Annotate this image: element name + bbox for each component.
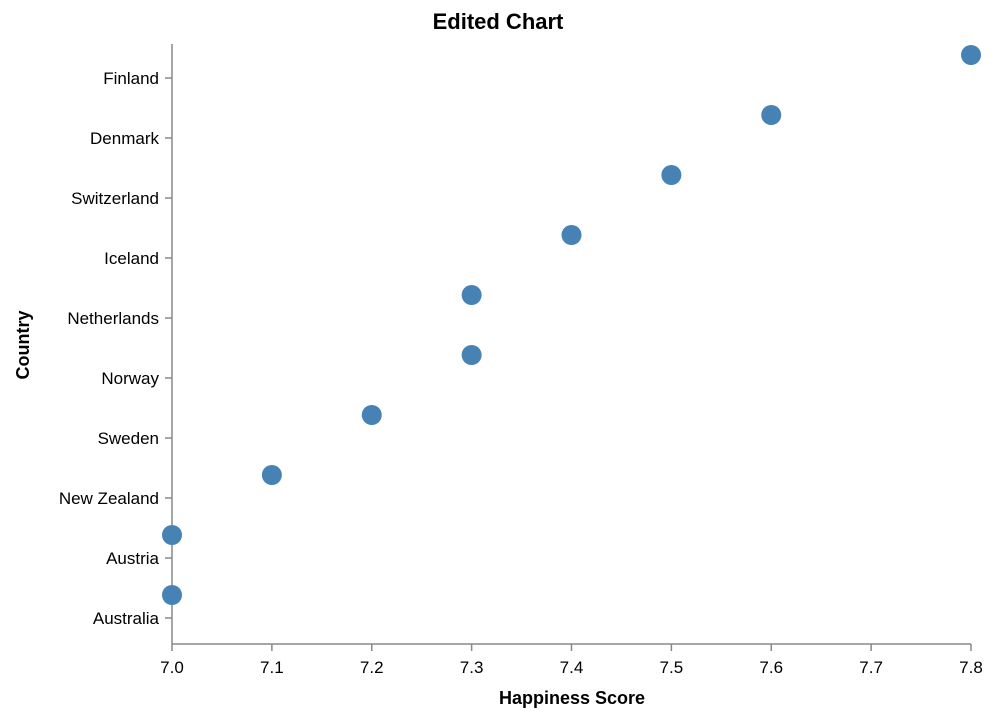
data-point-australia [162,585,182,605]
x-tick-label: 7.7 [859,658,883,677]
data-point-switzerland [661,165,682,185]
data-point-iceland [561,225,582,245]
x-tick-label: 7.1 [260,658,284,677]
y-axis-title: Country [13,311,33,380]
y-tick-label: Australia [93,609,160,628]
x-axis-title: Happiness Score [499,688,645,708]
data-point-norway [461,345,482,365]
y-tick-label: Netherlands [67,309,159,328]
x-tick-label: 7.6 [759,658,783,677]
plot-area: Finland Denmark Switzerland Iceland Netherla… [59,44,983,677]
y-tick-label: Switzerland [71,189,159,208]
x-tick-label: 7.8 [959,658,983,677]
data-point-sweden [361,405,382,425]
chart-title: Edited Chart [433,9,564,34]
x-tick-label: 7.0 [160,658,184,677]
y-tick-label: Iceland [104,249,159,268]
data-point-denmark [761,105,782,125]
y-tick-label: Denmark [90,129,159,148]
y-tick-label: Norway [101,369,159,388]
x-tick-label: 7.5 [660,658,684,677]
x-tick-label: 7.4 [560,658,584,677]
y-tick-label: Austria [106,549,159,568]
y-tick-label: New Zealand [59,489,159,508]
data-point-austria [162,525,182,545]
data-point-netherlands [461,285,482,305]
data-point-finland [961,45,981,65]
y-tick-label: Sweden [98,429,159,448]
y-tick-label: Finland [103,69,159,88]
data-point-new-zealand [261,465,282,485]
x-tick-label: 7.3 [460,658,484,677]
x-tick-label: 7.2 [360,658,384,677]
